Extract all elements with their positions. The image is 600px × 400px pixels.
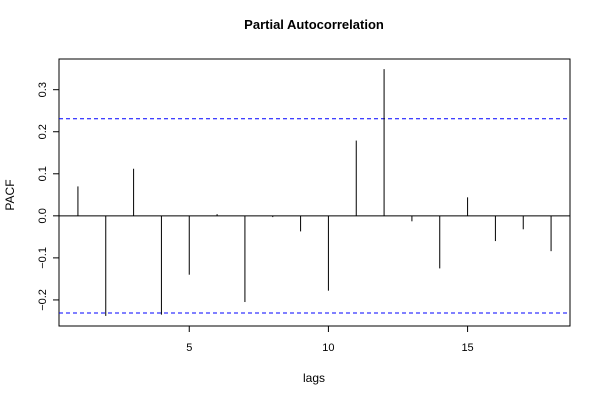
y-tick-label: 0.0: [37, 208, 49, 223]
chart-title: Partial Autocorrelation: [244, 17, 384, 32]
y-tick-label: 0.1: [37, 166, 49, 181]
y-tick-label: 0.2: [37, 124, 49, 139]
y-tick-label: −0.2: [37, 289, 49, 311]
x-tick-label: 15: [461, 342, 473, 354]
x-axis-label: lags: [303, 371, 325, 385]
x-tick-label: 10: [322, 342, 334, 354]
y-tick-label: 0.3: [37, 82, 49, 97]
plot-frame: [58, 58, 571, 327]
y-axis-label: PACF: [3, 179, 17, 210]
x-tick-label: 5: [186, 342, 192, 354]
y-tick-label: −0.1: [37, 247, 49, 269]
